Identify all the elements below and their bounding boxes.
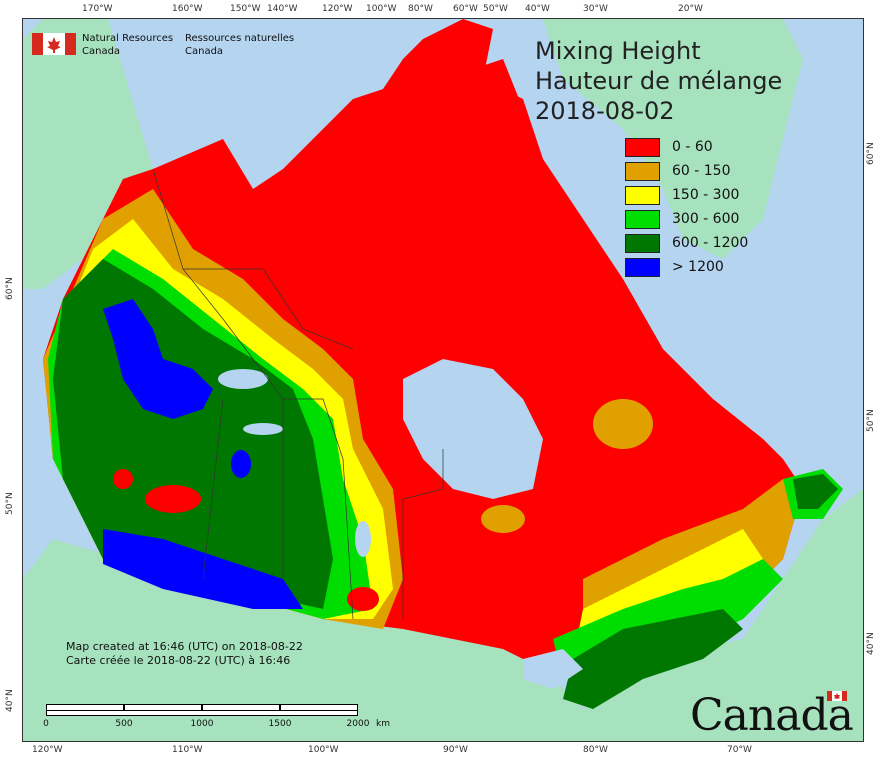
legend-label: 150 - 300 xyxy=(672,187,740,203)
map-title: Mixing Height Hauteur de mélange 2018-08… xyxy=(535,36,782,126)
agency-name-en-line2: Canada xyxy=(82,46,121,57)
lat-label: 50°N xyxy=(866,409,876,432)
lon-label: 110°W xyxy=(172,745,203,755)
lon-label: 120°W xyxy=(322,4,353,14)
agency-name-en: Natural Resources Canada xyxy=(82,32,173,58)
mixing-height-map[interactable] xyxy=(22,18,864,742)
agency-name-fr-line1: Ressources naturelles xyxy=(185,33,295,44)
agency-name-fr-line2: Canada xyxy=(185,46,224,57)
legend-swatch xyxy=(625,161,660,181)
legend-label: 60 - 150 xyxy=(672,163,731,179)
scale-tick: 1000 xyxy=(190,719,214,729)
zone-600-1200-east xyxy=(563,609,743,709)
title-en: Mixing Height xyxy=(535,37,701,65)
lat-label: 50°N xyxy=(5,492,15,515)
creation-note: Map created at 16:46 (UTC) on 2018-08-22… xyxy=(66,640,303,668)
map-canvas xyxy=(23,19,863,741)
lon-label: 90°W xyxy=(443,745,468,755)
legend-swatch xyxy=(625,233,660,253)
lon-label: 50°W xyxy=(483,4,508,14)
lon-label: 140°W xyxy=(267,4,298,14)
legend-swatch xyxy=(625,209,660,229)
legend-label: 600 - 1200 xyxy=(672,235,749,251)
zone-over-1200-north xyxy=(103,299,213,419)
zone-over-1200-prairies xyxy=(103,529,303,609)
scale-segment-lower xyxy=(46,711,358,716)
arctic-island xyxy=(313,119,403,189)
lon-label: 80°W xyxy=(583,745,608,755)
lon-label: 20°W xyxy=(678,4,703,14)
scale-tick: 2000 xyxy=(346,719,370,729)
alaska xyxy=(23,19,153,289)
zone-600-1200-newfoundland xyxy=(793,474,838,509)
agency-name-fr: Ressources naturelles Canada xyxy=(185,32,294,58)
legend-item: > 1200 xyxy=(625,255,748,279)
lat-label: 60°N xyxy=(866,142,876,165)
creation-note-fr: Carte créée le 2018-08-22 (UTC) à 16:46 xyxy=(66,654,291,667)
lat-label: 40°N xyxy=(5,689,15,712)
creation-note-en: Map created at 16:46 (UTC) on 2018-08-22 xyxy=(66,640,303,653)
map-date: 2018-08-02 xyxy=(535,97,675,125)
zone-0-60-spot xyxy=(145,485,201,513)
lake-winnipeg xyxy=(355,521,371,557)
legend-item: 600 - 1200 xyxy=(625,231,748,255)
lon-label: 60°W xyxy=(453,4,478,14)
scale-segment xyxy=(124,704,202,711)
canada-flag-icon xyxy=(32,33,76,55)
hudson-bay xyxy=(403,359,543,499)
lat-label: 40°N xyxy=(866,632,876,655)
lon-label: 100°W xyxy=(308,745,339,755)
legend-item: 150 - 300 xyxy=(625,183,748,207)
scale-tick: 0 xyxy=(43,719,49,729)
legend-item: 300 - 600 xyxy=(625,207,748,231)
agency-name-en-line1: Natural Resources xyxy=(82,33,174,44)
legend-swatch xyxy=(625,185,660,205)
great-slave-lake xyxy=(243,423,283,435)
lon-label: 40°W xyxy=(525,4,550,14)
great-bear-lake xyxy=(218,369,268,389)
lon-label: 70°W xyxy=(727,745,752,755)
wordmark-flag-icon xyxy=(827,691,847,701)
admin-boundaries xyxy=(152,168,444,620)
zone-60-150-patch xyxy=(481,505,525,533)
scale-unit: km xyxy=(376,719,390,729)
legend-label: > 1200 xyxy=(672,259,724,275)
lon-label: 30°W xyxy=(583,4,608,14)
arctic-island xyxy=(443,59,523,149)
lon-label: 100°W xyxy=(366,4,397,14)
legend-item: 0 - 60 xyxy=(625,135,748,159)
lon-label: 150°W xyxy=(230,4,261,14)
zone-60-150-quebec xyxy=(593,399,653,449)
canada-wordmark: Canada xyxy=(690,690,854,741)
greenland xyxy=(543,19,803,259)
legend-item: 60 - 150 xyxy=(625,159,748,183)
scale-tick: 1500 xyxy=(268,719,292,729)
legend-label: 300 - 600 xyxy=(672,211,740,227)
scale-segment xyxy=(46,704,124,711)
legend: 0 - 60 60 - 150 150 - 300 300 - 600 600 … xyxy=(625,135,748,279)
scale-segment xyxy=(202,704,280,711)
legend-swatch xyxy=(625,257,660,277)
lon-label: 170°W xyxy=(82,4,113,14)
scale-segment xyxy=(280,704,358,711)
title-fr: Hauteur de mélange xyxy=(535,67,783,95)
scale-tick: 500 xyxy=(115,719,133,729)
scale-bar: 0 500 1000 1500 2000 km xyxy=(43,704,390,740)
lon-label: 160°W xyxy=(172,4,203,14)
lon-label: 80°W xyxy=(408,4,433,14)
legend-label: 0 - 60 xyxy=(672,139,713,155)
zone-0-60-spot xyxy=(347,587,379,611)
legend-swatch xyxy=(625,137,660,157)
lon-label: 120°W xyxy=(32,745,63,755)
zone-over-1200-patch xyxy=(231,450,251,478)
lat-label: 60°N xyxy=(5,277,15,300)
great-lakes xyxy=(523,649,583,689)
usa xyxy=(23,489,863,741)
zone-0-60-spot xyxy=(113,469,133,489)
